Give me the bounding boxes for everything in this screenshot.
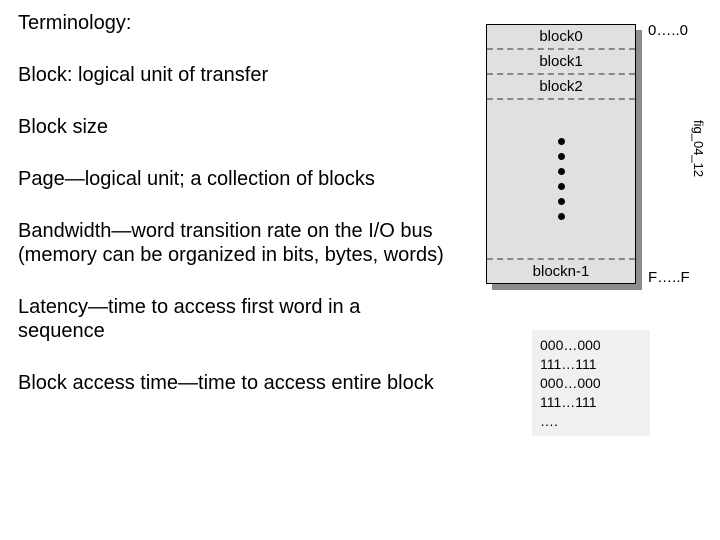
para-block-access: Block access time—time to access entire …: [18, 371, 448, 395]
bit-pattern-line: 111…111: [540, 355, 642, 374]
text-column: Terminology: Block: logical unit of tran…: [18, 12, 448, 423]
para-bandwidth: Bandwidth—word transition rate on the I/…: [18, 219, 448, 267]
dot-icon: [558, 198, 565, 205]
slide: Terminology: Block: logical unit of tran…: [0, 0, 720, 540]
memory-box: block0 block1 block2 blockn-1: [486, 24, 636, 284]
memory-cell: block0: [487, 25, 635, 50]
para-latency: Latency—time to access first word in a s…: [18, 295, 448, 343]
address-bottom: F…..F: [648, 269, 690, 286]
memory-cell: block2: [487, 75, 635, 100]
bit-pattern-line: ….: [540, 412, 642, 431]
memory-figure: fig_04_12 0…..0 F…..F block0 block1 bloc…: [486, 24, 696, 284]
dot-icon: [558, 153, 565, 160]
para-block: Block: logical unit of transfer: [18, 63, 448, 87]
bit-pattern-line: 111…111: [540, 393, 642, 412]
bit-pattern-box: 000…000 111…111 000…000 111…111 ….: [532, 330, 650, 436]
memory-cell: block1: [487, 50, 635, 75]
dot-icon: [558, 183, 565, 190]
dot-icon: [558, 168, 565, 175]
memory-cell: blockn-1: [487, 260, 635, 283]
dot-icon: [558, 138, 565, 145]
heading-terminology: Terminology:: [18, 12, 448, 35]
memory-ellipsis: [487, 100, 635, 260]
bit-pattern-line: 000…000: [540, 374, 642, 393]
dot-icon: [558, 213, 565, 220]
bit-pattern-line: 000…000: [540, 336, 642, 355]
memory-wrap: 0…..0 F…..F block0 block1 block2 blockn-…: [486, 24, 636, 284]
address-top: 0…..0: [648, 22, 688, 39]
para-page: Page—logical unit; a collection of block…: [18, 167, 448, 191]
figure-caption: fig_04_12: [691, 120, 706, 177]
para-block-size: Block size: [18, 115, 448, 139]
